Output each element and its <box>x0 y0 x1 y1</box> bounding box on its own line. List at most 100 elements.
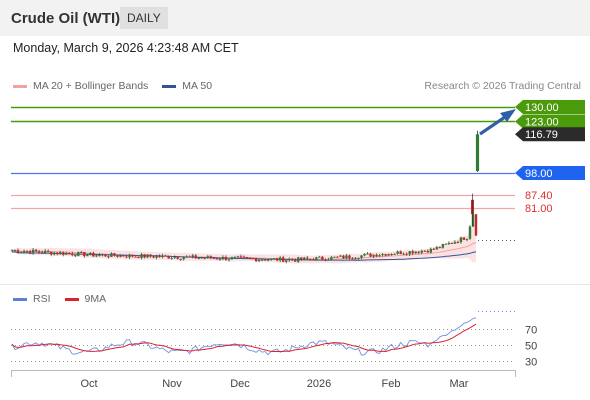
candle-body <box>375 254 378 257</box>
candle-body <box>230 257 234 260</box>
candle-body <box>263 259 267 261</box>
candle-body <box>408 251 411 255</box>
candle-body <box>339 255 342 257</box>
candle-body <box>239 256 243 258</box>
candle-body <box>351 258 354 260</box>
candle-body <box>269 258 273 260</box>
bollinger-band-area <box>12 223 476 264</box>
candle-body <box>55 252 59 255</box>
candle-body <box>116 255 119 257</box>
price-tag-116.79 <box>515 127 585 142</box>
candle-body <box>278 257 282 261</box>
candle-body <box>426 250 429 253</box>
period-badge[interactable]: DAILY <box>120 7 168 29</box>
candle-body <box>381 253 384 256</box>
candle-body <box>260 259 264 261</box>
candle-body <box>468 226 472 239</box>
candle-body <box>13 250 17 252</box>
candle-body <box>200 257 204 259</box>
candle-body <box>444 243 448 245</box>
candle-body <box>396 251 399 254</box>
candle-body <box>149 254 152 257</box>
candle-body <box>354 258 357 260</box>
candle-body <box>224 257 228 260</box>
candle-body <box>134 256 137 258</box>
candle-body <box>441 243 445 248</box>
candle-body <box>393 253 396 255</box>
price-label-81.00: 81.00 <box>525 203 553 215</box>
candle-body <box>140 254 143 259</box>
candle-body <box>321 256 324 260</box>
instrument-title: Crude Oil (WTI) <box>11 10 121 27</box>
legend-item-ma50: MA 50 <box>162 80 212 92</box>
candle-body <box>101 254 104 256</box>
price-tag-130.00 <box>515 100 585 114</box>
candle-body <box>182 257 185 260</box>
candle-body <box>453 242 457 244</box>
candle-body <box>71 253 74 256</box>
forecast-arrow-head <box>500 109 516 122</box>
forecast-arrow-shaft <box>479 113 509 136</box>
price-label-116.79: 116.79 <box>525 129 558 141</box>
legend-item-9ma: 9MA <box>64 293 107 305</box>
candle-body <box>287 259 291 261</box>
candle-body <box>272 258 276 260</box>
chart-header: Crude Oil (WTI) DAILY <box>0 0 590 36</box>
legend-label-bollinger: MA 20 + Bollinger Bands <box>33 80 149 92</box>
candle-body <box>173 257 176 259</box>
candle-body <box>179 258 182 260</box>
candle-body <box>110 253 113 257</box>
candle-body <box>95 255 98 257</box>
legend-swatch-rsi <box>13 297 27 301</box>
candle-body <box>474 214 478 236</box>
candle-body <box>74 255 77 257</box>
candle-body <box>378 255 381 257</box>
candle-body <box>40 252 44 254</box>
candle-body <box>254 258 258 262</box>
candle-body <box>68 253 71 255</box>
candle-body <box>297 257 300 262</box>
candle-body <box>10 250 14 252</box>
x-tick-label-Feb: Feb <box>382 378 401 390</box>
candle-body <box>420 250 423 253</box>
price-label-123.00: 123.00 <box>525 116 559 128</box>
candle-body <box>300 257 303 260</box>
candle-body <box>330 256 333 260</box>
candle-body <box>327 259 330 261</box>
candle-body <box>251 258 255 260</box>
candle-body <box>125 256 128 258</box>
candle-body <box>218 259 222 261</box>
candle-body <box>49 251 53 255</box>
candle-body <box>37 251 41 253</box>
candle-body <box>275 258 279 261</box>
candle-body <box>248 257 252 259</box>
candle-body <box>315 257 318 261</box>
candle-body <box>236 256 240 258</box>
candle-body <box>227 259 231 261</box>
legend-swatch-ma50 <box>162 84 177 88</box>
candle-body <box>16 250 20 253</box>
candle-body <box>34 249 38 252</box>
candle-body <box>306 257 309 259</box>
candle-body <box>411 251 414 254</box>
research-credit: Research © 2026 Trading Central <box>424 80 581 92</box>
legend-item-bollinger: MA 20 + Bollinger Bands <box>13 80 148 92</box>
candle-body <box>429 248 433 253</box>
candle-body <box>303 257 306 260</box>
candle-body <box>215 258 219 260</box>
candle-body <box>43 250 47 253</box>
candle-body <box>405 253 408 255</box>
candle-body <box>414 251 417 254</box>
candle-body <box>312 259 315 261</box>
candle-body <box>450 243 454 245</box>
candle-body <box>31 249 35 254</box>
candle-body <box>423 250 426 252</box>
candle-body <box>432 248 436 250</box>
candle-body <box>348 255 351 259</box>
candle-body <box>83 252 86 257</box>
candle-body <box>435 247 439 250</box>
candle-body <box>459 237 463 243</box>
legend-label-9ma: 9MA <box>84 293 107 305</box>
legend-swatch-bollinger <box>13 84 27 88</box>
